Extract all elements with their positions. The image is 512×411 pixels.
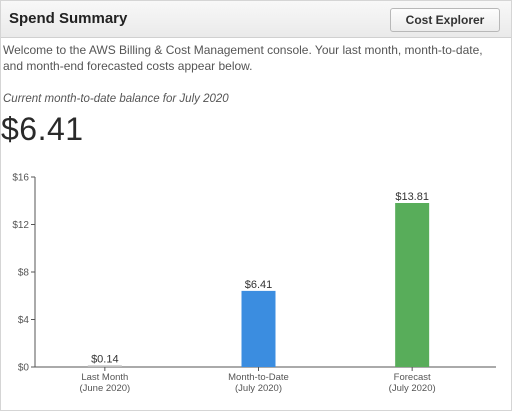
balance-label: Current month-to-date balance for July 2… [3,93,229,105]
panel-header: Spend Summary Cost Explorer [1,1,511,38]
cost-explorer-button[interactable]: Cost Explorer [390,8,500,32]
category-label: Last Month [81,372,128,383]
y-tick-label: $0 [18,363,30,374]
bar-value-label: $13.81 [395,191,429,203]
y-tick-label: $12 [12,220,29,231]
bar [241,290,276,367]
category-label: Month-to-Date [228,372,289,383]
category-sublabel: (July 2020) [235,383,282,394]
y-tick-label: $4 [18,315,30,326]
category-label: Forecast [394,372,431,383]
bar [395,203,430,367]
intro-text: Welcome to the AWS Billing & Cost Manage… [3,43,483,73]
category-sublabel: (June 2020) [79,383,130,394]
spend-bar-chart: $0 $4 $8 $12 $16 $0.14 Last Month(June 2020) $6… [12,173,496,394]
bar-value-label: $6.41 [245,279,273,291]
y-tick-label: $8 [18,268,30,279]
y-tick-label: $16 [12,173,29,184]
panel-title: Spend Summary [9,10,128,27]
category-sublabel: (July 2020) [389,383,436,394]
balance-value: $6.41 [1,111,84,147]
bar [87,365,122,367]
bar-value-label: $0.14 [91,353,119,365]
